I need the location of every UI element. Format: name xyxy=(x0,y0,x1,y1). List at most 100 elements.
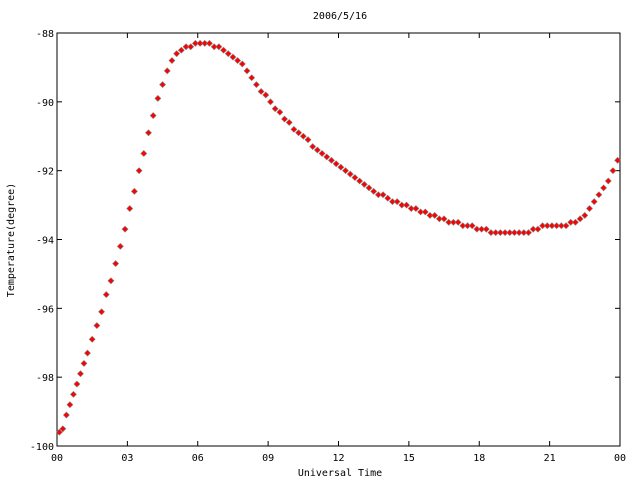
data-point xyxy=(374,191,382,199)
data-point xyxy=(66,401,74,409)
data-point xyxy=(121,225,129,233)
data-point xyxy=(586,205,593,212)
data-point xyxy=(159,81,166,89)
x-tick-label: 06 xyxy=(192,453,204,464)
data-point xyxy=(342,167,349,175)
data-point xyxy=(370,187,378,195)
data-point xyxy=(276,108,284,116)
data-point xyxy=(77,370,84,378)
data-point xyxy=(130,187,138,195)
data-point xyxy=(487,229,495,237)
data-point xyxy=(506,229,514,237)
data-point xyxy=(318,150,326,157)
data-point xyxy=(220,46,227,54)
data-point xyxy=(562,222,570,230)
data-point xyxy=(206,39,213,47)
data-point xyxy=(224,50,232,58)
data-points xyxy=(55,39,622,436)
data-point xyxy=(459,222,467,230)
data-point xyxy=(393,198,401,206)
data-point xyxy=(145,129,152,137)
data-point xyxy=(426,211,434,219)
data-point xyxy=(173,50,181,58)
data-point xyxy=(313,146,321,154)
y-tick-label: -92 xyxy=(36,167,54,178)
data-point xyxy=(210,43,218,51)
data-point xyxy=(454,218,462,226)
data-point xyxy=(328,156,335,164)
data-point xyxy=(323,153,331,161)
data-point xyxy=(567,218,575,226)
x-tick-label: 12 xyxy=(332,453,344,464)
plot-frame xyxy=(56,32,621,447)
chart-title: 2006/5/16 xyxy=(313,11,367,22)
data-point xyxy=(365,184,373,192)
data-point xyxy=(417,208,425,216)
data-point xyxy=(84,349,91,357)
data-point xyxy=(346,170,354,178)
data-point xyxy=(304,136,312,144)
data-point xyxy=(281,115,288,123)
data-point xyxy=(69,390,77,398)
data-point xyxy=(421,208,429,216)
data-point xyxy=(309,143,317,150)
data-point xyxy=(140,150,148,157)
y-axis: -100 -98 -96 -94 -92 -90 -88 xyxy=(30,29,620,453)
data-point xyxy=(285,119,293,126)
data-point xyxy=(557,222,565,230)
data-point xyxy=(201,39,209,47)
data-point xyxy=(248,74,256,82)
x-tick-label: 18 xyxy=(473,453,485,464)
data-point xyxy=(384,194,392,202)
data-point xyxy=(116,242,124,250)
data-point xyxy=(412,205,420,212)
data-point xyxy=(252,81,260,89)
data-point xyxy=(403,201,410,209)
data-point xyxy=(182,43,190,51)
data-point xyxy=(539,222,547,230)
y-tick-label: -94 xyxy=(36,236,54,247)
y-tick-label: -100 xyxy=(30,442,54,453)
data-point xyxy=(107,277,115,285)
data-point xyxy=(238,60,246,68)
data-point xyxy=(234,57,242,64)
data-point xyxy=(511,229,518,237)
data-point xyxy=(543,222,551,230)
data-point xyxy=(93,322,101,329)
data-point xyxy=(440,215,448,223)
data-point xyxy=(187,43,195,51)
data-point xyxy=(332,160,340,168)
data-point xyxy=(572,218,579,226)
data-point xyxy=(590,198,598,206)
data-point xyxy=(351,174,359,181)
y-tick-label: -96 xyxy=(36,304,54,315)
data-point xyxy=(464,222,471,230)
data-point xyxy=(398,201,406,209)
data-point xyxy=(581,211,589,219)
data-point xyxy=(73,380,81,388)
data-point xyxy=(492,229,500,237)
data-point xyxy=(379,191,387,199)
data-point xyxy=(360,181,368,188)
data-point xyxy=(356,177,364,185)
x-tick-label: 00 xyxy=(51,453,63,464)
data-point xyxy=(126,205,134,212)
data-point xyxy=(501,229,509,237)
data-point xyxy=(149,112,157,120)
x-tick-label: 15 xyxy=(403,453,415,464)
data-point xyxy=(595,191,603,199)
data-point xyxy=(576,215,584,223)
data-point xyxy=(196,39,204,47)
data-point xyxy=(98,308,105,316)
data-point xyxy=(177,46,185,54)
data-point xyxy=(431,211,439,219)
data-point xyxy=(604,177,612,185)
data-point xyxy=(243,67,251,75)
data-point xyxy=(290,125,298,133)
data-point xyxy=(473,225,481,233)
data-point xyxy=(609,167,617,175)
data-point xyxy=(80,359,88,367)
data-point xyxy=(215,43,223,51)
data-point xyxy=(468,222,476,230)
